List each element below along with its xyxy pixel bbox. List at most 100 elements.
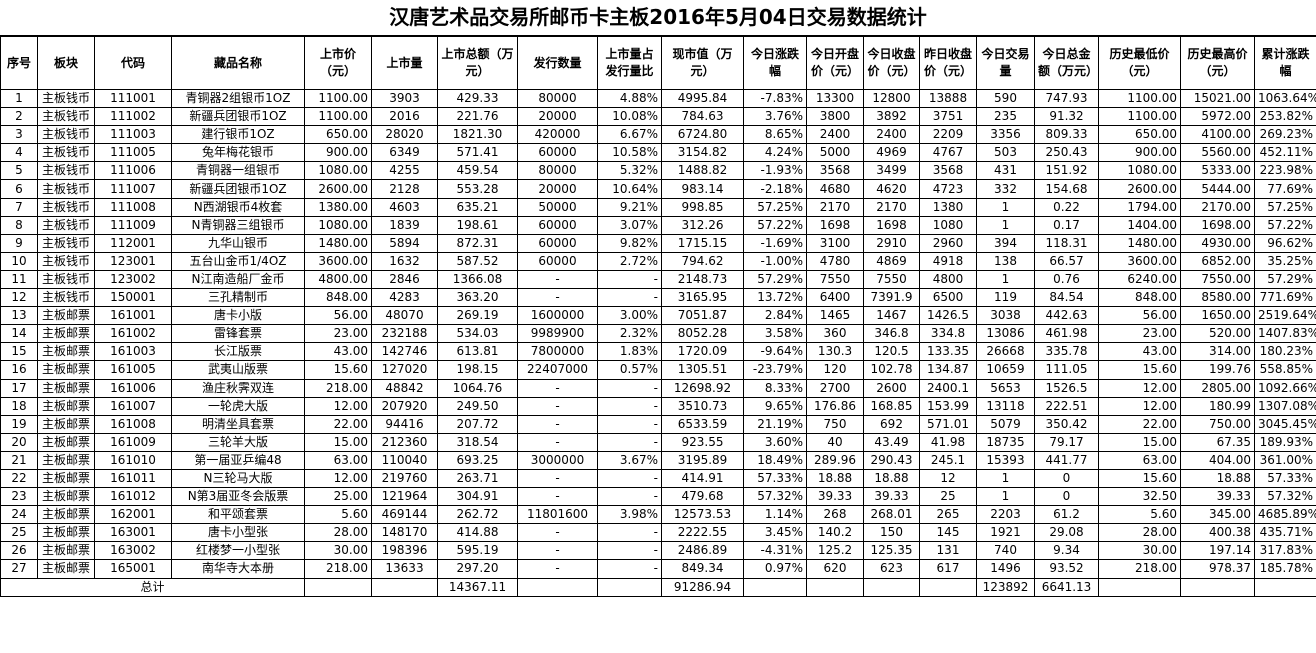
table-cell: 2400.1 (919, 378, 977, 398)
table-cell: 165001 (94, 559, 172, 579)
table-cell: 650.00 (1098, 125, 1181, 145)
table-cell: 978.37 (1180, 559, 1255, 579)
table-cell: 56.00 (1098, 306, 1181, 326)
table-cell: 3.60% (743, 432, 807, 452)
table-cell: 6400 (806, 288, 864, 308)
table-cell: 212360 (371, 432, 438, 452)
table-cell: 130.3 (806, 342, 864, 362)
table-cell: 923.55 (661, 432, 744, 452)
table-cell: 主板钱币 (37, 269, 95, 290)
table-cell: 2519.64% (1254, 306, 1316, 326)
table-cell: 57.32% (743, 487, 807, 507)
table-cell: 0 (1034, 468, 1099, 489)
table-cell: 2600.00 (1098, 179, 1181, 199)
table-cell: 3903 (371, 88, 438, 109)
table-cell: 123001 (94, 251, 172, 271)
table-cell: 35.25% (1254, 251, 1316, 271)
table-row: 7 主板钱币 111008 N西湖银币4枚套 1380.00 4603 635.21 5000… (0, 197, 1316, 217)
table-cell: 7 (0, 197, 38, 217)
table-cell: 3568 (919, 161, 977, 181)
table-cell: 290.43 (863, 450, 920, 470)
table-cell: 1100.00 (304, 88, 372, 109)
table-cell: 2128 (371, 179, 438, 199)
table-cell: 57.25% (1254, 197, 1316, 217)
table-cell: 3000000 (517, 450, 598, 470)
table-cell: 2960 (919, 233, 977, 253)
table-cell: 142746 (371, 342, 438, 362)
table-cell: 176.86 (806, 396, 864, 416)
table-cell: - (597, 378, 662, 398)
table-cell: 2700 (806, 378, 864, 398)
table-cell: 23 (0, 487, 38, 507)
table-cell: 0.17 (1034, 215, 1099, 235)
table-cell: 118.31 (1034, 233, 1099, 253)
table-cell: 872.31 (437, 233, 518, 253)
table-cell: 19 (0, 414, 38, 434)
table-cell: 161011 (94, 468, 172, 489)
table-cell: 11801600 (517, 505, 598, 525)
table-cell: 主板邮票 (37, 505, 95, 525)
table-row: 22 主板邮票 161011 N三轮马大版 12.00 219760 263.71- -414… (0, 468, 1316, 489)
table-cell: 26668 (976, 342, 1035, 362)
table-cell: 43.00 (304, 342, 372, 362)
table-cell: 1064.76 (437, 378, 518, 398)
table-cell: 140.2 (806, 523, 864, 543)
table-cell: 3.07% (597, 215, 662, 235)
total-market-value: 91286.94 (661, 577, 744, 597)
table-cell: - (597, 487, 662, 507)
table-cell: 3.58% (743, 324, 807, 344)
table-cell: 635.21 (437, 197, 518, 217)
table-cell: 15 (0, 342, 38, 362)
table-cell: 39.33 (1180, 487, 1255, 507)
table-cell: 4780 (806, 251, 864, 271)
table-cell: 111007 (94, 179, 172, 199)
table-cell: 189.93% (1254, 432, 1316, 452)
table-row: 6 主板钱币 111007 新疆兵团银币1OZ 2600.00 2128 553.28 200… (0, 179, 1316, 199)
table-cell: N三轮马大版 (171, 468, 305, 489)
table-cell: 223.98% (1254, 161, 1316, 181)
table-cell: 2203 (976, 505, 1035, 525)
table-cell: 1 (0, 88, 38, 109)
table-cell: 3356 (976, 125, 1035, 145)
table-cell: 250.43 (1034, 143, 1099, 163)
table-cell: 750 (806, 414, 864, 434)
table-cell: 长江版票 (171, 342, 305, 362)
table-cell: 红楼梦一小型张 (171, 541, 305, 561)
table-cell: 主板邮票 (37, 342, 95, 362)
table-cell: 394 (976, 233, 1035, 253)
table-cell: 明清坐具套票 (171, 414, 305, 434)
table-cell: 13.72% (743, 288, 807, 308)
table-cell: 5.60 (1098, 505, 1181, 525)
table-cell: 125.35 (863, 541, 920, 561)
table-cell: 154.68 (1034, 179, 1099, 199)
table-row: 15 主板邮票 161003 长江版票 43.00 142746 613.81 7800000… (0, 342, 1316, 362)
table-cell: 112001 (94, 233, 172, 253)
column-header: 历史最高价（元） (1180, 36, 1255, 90)
table-cell: 4918 (919, 251, 977, 271)
table-cell: 80000 (517, 88, 598, 109)
table-cell: 主板邮票 (37, 450, 95, 470)
table-cell: 建行银币1OZ (171, 125, 305, 145)
table-cell: 219760 (371, 468, 438, 489)
table-cell: 和平颂套票 (171, 505, 305, 525)
table-cell: 57.25% (743, 197, 807, 217)
table-cell: 3.76% (743, 107, 807, 127)
table-cell: 60000 (517, 143, 598, 163)
table-cell: 161003 (94, 342, 172, 362)
table-cell: 0.76 (1034, 269, 1099, 290)
table-cell: 63.00 (1098, 450, 1181, 470)
table-cell: 534.03 (437, 324, 518, 344)
table-cell: 主板钱币 (37, 288, 95, 308)
table-cell: 131 (919, 541, 977, 561)
table-cell: 0 (1034, 487, 1099, 507)
table-cell: 主板钱币 (37, 107, 95, 127)
table-cell: 57.33% (743, 468, 807, 489)
table-cell: - (517, 541, 598, 561)
table-cell: 794.62 (661, 251, 744, 271)
table-row: 3 主板钱币 111003 建行银币1OZ 650.00 28020 1821.30 4200… (0, 125, 1316, 145)
table-cell: 3600.00 (1098, 251, 1181, 271)
table-cell: - (517, 378, 598, 398)
table-cell: 57.33% (1254, 468, 1316, 489)
table-cell: 24 (0, 505, 38, 525)
table-cell: 1839 (371, 215, 438, 235)
